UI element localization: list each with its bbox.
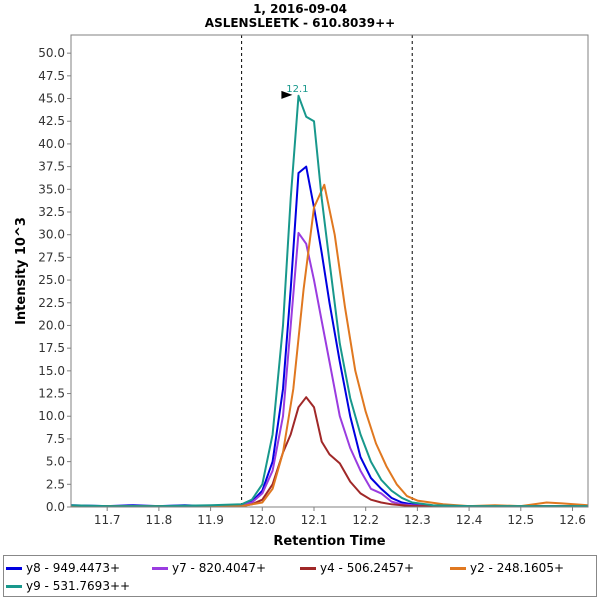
- legend-label: y8 - 949.4473+: [26, 561, 121, 575]
- legend-item: y8 - 949.4473+: [6, 560, 120, 576]
- y-tick-label: 25.0: [38, 273, 65, 287]
- legend-swatch: [6, 566, 22, 570]
- y-tick-label: 37.5: [38, 160, 65, 174]
- x-tick-label: 11.7: [94, 513, 121, 527]
- x-tick-label: 11.9: [197, 513, 224, 527]
- x-tick-label: 12.2: [352, 513, 379, 527]
- peak-label: 12.1: [286, 84, 308, 95]
- y-tick-label: 30.0: [38, 228, 65, 242]
- y-tick-label: 17.5: [38, 341, 65, 355]
- legend-swatch: [450, 566, 466, 570]
- series-line-y7: [71, 231, 588, 508]
- y-tick-label: 32.5: [38, 205, 65, 219]
- legend-swatch: [6, 584, 22, 588]
- y-tick-label: 40.0: [38, 137, 65, 151]
- chart-title: 1, 2016-09-04: [253, 2, 347, 16]
- y-tick-label: 20.0: [38, 318, 65, 332]
- legend-label: y4 - 506.2457+: [320, 561, 415, 575]
- x-tick-label: 12.5: [507, 513, 534, 527]
- y-tick-label: 5.0: [46, 455, 65, 469]
- y-tick-label: 50.0: [38, 46, 65, 60]
- series-line-y9: [70, 94, 588, 508]
- legend-swatch: [152, 566, 168, 570]
- series-line-y4: [71, 396, 588, 508]
- y-tick-label: 27.5: [38, 250, 65, 264]
- chart-legend: y8 - 949.4473+ y7 - 820.4047+ y4 - 506.245…: [3, 555, 597, 597]
- x-axis-label: Retention Time: [273, 534, 385, 549]
- x-tick-label: 12.1: [301, 513, 328, 527]
- legend-item: y4 - 506.2457+: [300, 560, 414, 576]
- y-tick-label: 45.0: [38, 92, 65, 106]
- y-tick-label: 22.5: [38, 296, 65, 310]
- y-tick-label: 35.0: [38, 182, 65, 196]
- y-tick-label: 2.5: [46, 477, 65, 491]
- chart-subtitle: ASLENSLEETK - 610.8039++: [204, 16, 396, 30]
- legend-label: y7 - 820.4047+: [172, 561, 267, 575]
- x-tick-label: 11.8: [146, 513, 173, 527]
- x-tick-label: 12.0: [249, 513, 276, 527]
- legend-swatch: [300, 566, 316, 570]
- series-line-y2: [71, 183, 589, 508]
- peak-marker-icon: [281, 90, 293, 99]
- legend-item: y2 - 248.1605+: [450, 560, 564, 576]
- y-axis-label: Intensity 10^3: [14, 217, 29, 325]
- x-tick-label: 12.6: [559, 513, 586, 527]
- y-tick-label: 0.0: [46, 500, 65, 514]
- x-tick-label: 12.3: [404, 513, 431, 527]
- plot-frame: [70, 34, 589, 508]
- chromatogram-chart: 0.0 2.5 5.0 7.5 10.0 12.5 15.0 17.5 20.0 22.5 25.0…: [14, 34, 589, 549]
- legend-label: y2 - 248.1605+: [470, 561, 565, 575]
- x-tick-label: 12.4: [456, 513, 483, 527]
- y-tick-label: 7.5: [46, 432, 65, 446]
- y-tick-label: 15.0: [38, 364, 65, 378]
- legend-item: y7 - 820.4047+: [152, 560, 266, 576]
- y-tick-label: 10.0: [38, 409, 65, 423]
- legend-item: y9 - 531.7693++: [6, 578, 130, 594]
- y-tick-label: 12.5: [38, 387, 65, 401]
- legend-label: y9 - 531.7693++: [26, 579, 131, 593]
- y-tick-label: 42.5: [38, 114, 65, 128]
- y-tick-label: 47.5: [38, 69, 65, 83]
